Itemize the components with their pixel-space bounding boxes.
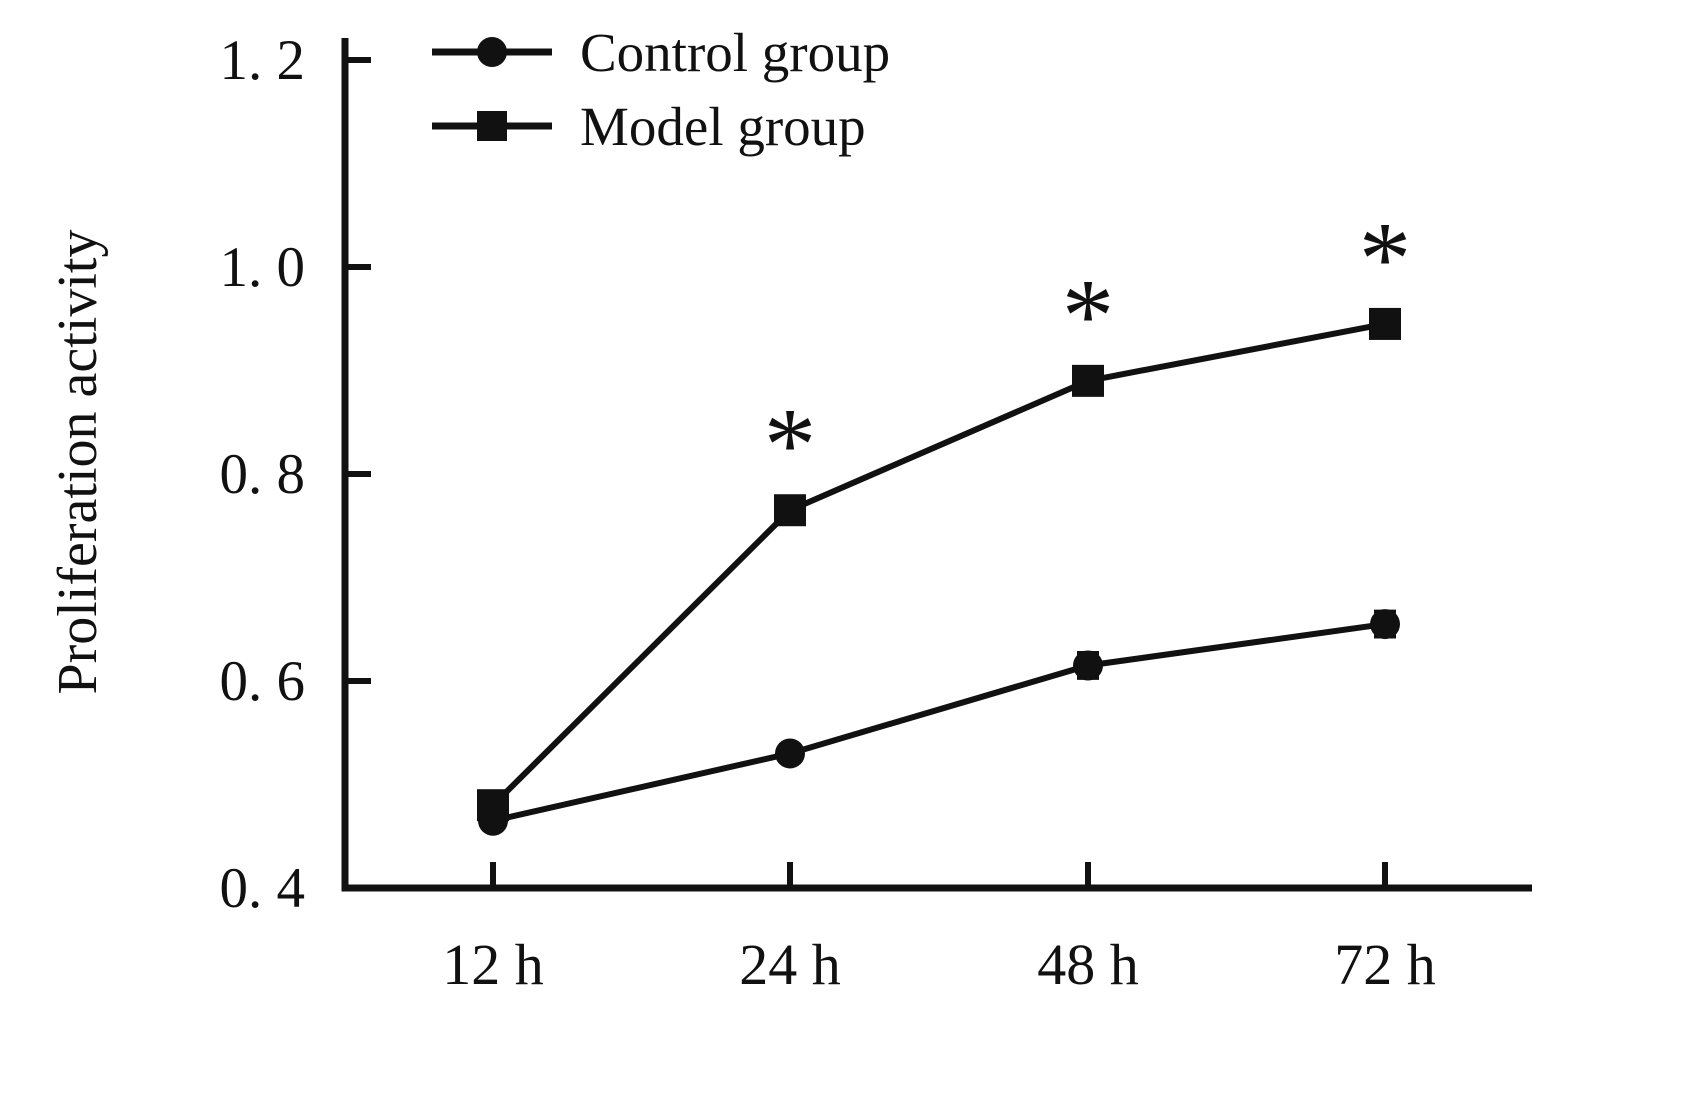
y-tick-label: 1. 0 <box>220 236 306 299</box>
y-tick-label: 1. 2 <box>220 29 306 92</box>
series-line-model-group <box>490 320 1386 808</box>
data-point-square <box>1369 307 1401 340</box>
legend-label-control-group: Control group <box>580 21 891 83</box>
x-tick-label: 48 h <box>1037 932 1139 997</box>
legend-item-model-group: Model group <box>432 94 890 158</box>
y-tick-label: 0. 4 <box>220 857 306 920</box>
axes <box>341 38 1532 892</box>
data-point-circle <box>775 738 805 769</box>
data-point-square <box>477 789 509 822</box>
significance-asterisk: * <box>1359 200 1412 317</box>
data-point-circle <box>1073 650 1103 681</box>
x-tick-label: 12 h <box>442 932 544 997</box>
x-tick-label: 72 h <box>1334 932 1436 997</box>
significance-asterisk: * <box>1062 257 1115 374</box>
data-point-circle <box>1370 609 1400 640</box>
data-point-square <box>1072 364 1104 397</box>
series-line-control-group <box>492 621 1386 824</box>
legend-square-marker-icon <box>432 111 552 141</box>
legend-circle-marker-icon <box>432 37 552 67</box>
data-point-square <box>774 494 806 527</box>
y-tick-label: 0. 8 <box>220 443 306 506</box>
chart-legend: Control group Model group <box>432 20 890 158</box>
y-tick-label: 0. 6 <box>220 650 306 713</box>
legend-item-control-group: Control group <box>432 20 890 84</box>
legend-label-model-group: Model group <box>580 95 866 157</box>
significance-asterisk: * <box>764 386 817 503</box>
x-tick-label: 24 h <box>739 932 841 997</box>
